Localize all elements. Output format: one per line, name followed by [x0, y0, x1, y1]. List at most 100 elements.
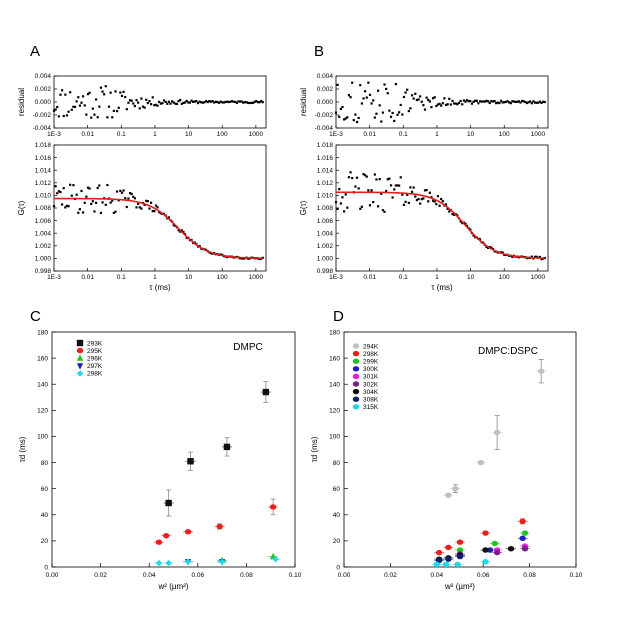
data-point	[493, 100, 496, 103]
x-axis-label: τ (ms)	[149, 283, 171, 292]
data-point	[465, 99, 469, 102]
legend-label: 315K	[363, 404, 379, 411]
data-point	[119, 91, 122, 94]
data-point	[261, 101, 264, 104]
x-tick-label: 1000	[249, 274, 264, 281]
data-point	[162, 99, 166, 102]
y-tick-label: 60	[41, 486, 49, 493]
data-point	[478, 100, 482, 103]
data-point	[124, 95, 127, 99]
data-point	[435, 104, 438, 108]
data-point	[456, 539, 464, 545]
data-point	[341, 196, 344, 199]
data-point	[414, 92, 417, 95]
data-point	[448, 210, 451, 213]
x-tick-label: 1	[435, 274, 439, 281]
data-point	[378, 178, 381, 181]
data-point	[451, 213, 454, 216]
data-point	[75, 100, 78, 103]
data-point	[519, 518, 526, 525]
data-point	[378, 104, 381, 107]
x-tick-label: 0.02	[384, 572, 397, 579]
data-point	[453, 213, 456, 216]
data-point	[380, 120, 383, 123]
data-point	[522, 100, 525, 103]
data-point	[253, 100, 256, 103]
data-point	[52, 205, 56, 208]
data-point	[128, 191, 132, 195]
data-point	[182, 230, 185, 234]
data-point	[154, 204, 158, 207]
data-point	[449, 103, 452, 106]
data-point	[480, 100, 483, 103]
data-point	[419, 202, 422, 205]
fit-curve	[336, 191, 545, 259]
y-tick-label: 1.014	[317, 167, 334, 174]
x-tick-label: 1000	[531, 131, 546, 138]
data-point	[112, 109, 115, 112]
data-point	[127, 101, 130, 104]
y-tick-label: 0.998	[35, 268, 52, 275]
data-point	[420, 100, 423, 103]
data-point	[137, 202, 140, 206]
data-point	[73, 105, 77, 108]
y-tick-label: 0.998	[317, 268, 334, 275]
y-tick-label: 1.010	[317, 193, 334, 200]
y-tick-label: 0.004	[317, 73, 334, 80]
data-point	[406, 193, 409, 196]
data-point	[94, 201, 98, 204]
data-point	[362, 173, 365, 176]
x-tick-label: 1E-3	[329, 274, 343, 281]
data-point	[179, 98, 182, 102]
data-point	[462, 99, 465, 102]
y-axis-label: residual	[17, 88, 26, 116]
data-point	[125, 108, 128, 111]
data-point	[344, 117, 347, 120]
y-tick-label: 1.008	[317, 205, 334, 212]
data-point	[501, 251, 504, 254]
data-point	[90, 202, 93, 206]
data-point	[367, 81, 370, 84]
data-point	[99, 86, 103, 89]
data-point	[145, 199, 148, 202]
data-point	[82, 211, 85, 214]
data-point	[140, 207, 143, 210]
data-point	[351, 176, 354, 180]
data-point	[203, 101, 206, 104]
x-tick-label: 0.06	[477, 572, 490, 579]
data-point	[190, 238, 193, 242]
data-point	[493, 549, 501, 556]
data-point	[417, 98, 420, 101]
data-point	[166, 102, 169, 105]
data-point	[192, 100, 195, 103]
data-point	[214, 100, 217, 103]
data-point	[451, 99, 454, 103]
data-point	[433, 96, 436, 99]
data-point	[336, 207, 339, 210]
data-point	[423, 108, 427, 111]
y-tick-label: 1.006	[317, 218, 334, 225]
data-point	[430, 196, 433, 199]
data-point	[454, 561, 461, 568]
legend-label: 299K	[363, 359, 379, 366]
y-tick-label: 1.008	[35, 205, 52, 212]
y-tick-label: 160	[329, 355, 340, 362]
data-point	[184, 558, 192, 565]
y-tick-label: 100	[37, 434, 48, 441]
data-point	[394, 82, 397, 86]
data-point	[158, 100, 161, 103]
data-point	[90, 116, 93, 119]
data-point	[151, 209, 154, 213]
legend-marker	[76, 370, 84, 377]
residual-subplot: -0.004 -0.002 0.000 0.002 0.004 1E-3 0.01 0.1 1 1…	[299, 73, 549, 138]
data-point	[362, 97, 365, 100]
data-point	[205, 100, 208, 103]
data-point	[96, 116, 99, 119]
data-point	[112, 211, 115, 214]
data-point	[52, 109, 56, 112]
data-point	[496, 101, 499, 104]
data-point	[154, 103, 158, 106]
data-point	[491, 100, 495, 103]
legend-label: 298K	[87, 371, 103, 378]
data-point	[346, 206, 349, 209]
